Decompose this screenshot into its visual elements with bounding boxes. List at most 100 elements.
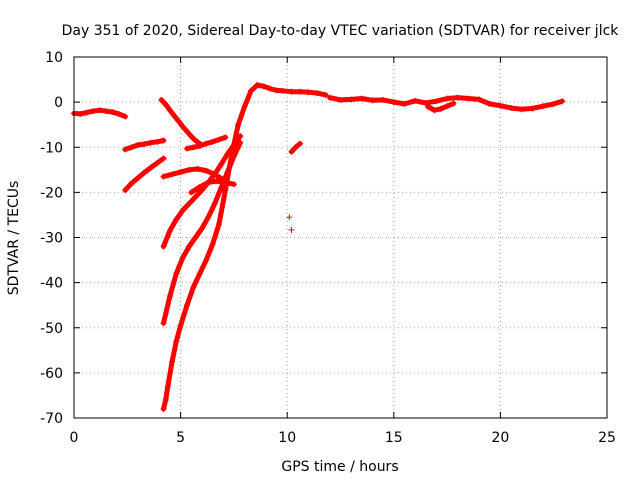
data-point xyxy=(203,167,210,174)
x-tick-label: 15 xyxy=(385,430,403,446)
y-tick-label: 10 xyxy=(45,50,63,66)
data-point xyxy=(160,155,167,162)
data-point xyxy=(183,145,190,152)
y-tick-label: -10 xyxy=(40,140,63,156)
data-point xyxy=(198,187,205,194)
data-point xyxy=(160,137,167,144)
data-point xyxy=(183,302,190,309)
data-point xyxy=(369,97,376,104)
data-point xyxy=(230,181,237,188)
data-point xyxy=(122,113,129,120)
series-arc-b xyxy=(122,137,167,153)
data-point xyxy=(183,128,190,135)
data-point xyxy=(186,243,193,250)
data-point xyxy=(288,226,295,233)
data-point xyxy=(218,184,225,191)
data-layer xyxy=(71,81,566,412)
data-point xyxy=(154,138,161,145)
data-point xyxy=(134,141,141,148)
data-point xyxy=(422,100,429,107)
data-point xyxy=(235,121,242,128)
data-point xyxy=(115,110,122,117)
tick-layer xyxy=(73,56,608,419)
data-point xyxy=(286,214,293,221)
data-point xyxy=(260,83,267,90)
data-point xyxy=(194,165,201,172)
data-point xyxy=(247,87,254,94)
data-point xyxy=(215,136,222,143)
data-point xyxy=(160,173,167,180)
data-point xyxy=(90,108,97,115)
data-point xyxy=(102,108,109,115)
data-point xyxy=(431,107,438,114)
data-point xyxy=(228,151,235,158)
data-point xyxy=(486,100,493,107)
data-point xyxy=(254,81,261,88)
grid-layer xyxy=(74,57,607,418)
data-point xyxy=(215,220,222,227)
x-axis-label: GPS time / hours xyxy=(281,459,398,475)
x-tick-label: 25 xyxy=(598,430,616,446)
data-point xyxy=(160,405,167,412)
data-point xyxy=(173,338,180,345)
data-point xyxy=(437,105,444,112)
data-point xyxy=(192,137,199,144)
data-point xyxy=(198,225,205,232)
x-tick-label: 5 xyxy=(176,430,185,446)
data-point xyxy=(213,178,220,185)
data-point xyxy=(141,141,148,148)
series-band xyxy=(158,97,203,147)
data-point xyxy=(288,88,295,95)
data-point xyxy=(380,96,387,103)
data-point xyxy=(444,103,451,110)
data-point xyxy=(173,270,180,277)
data-point xyxy=(128,144,135,151)
data-point xyxy=(192,193,199,200)
y-tick-label: 0 xyxy=(54,95,63,111)
data-point xyxy=(314,90,321,97)
data-point xyxy=(205,179,212,186)
data-point xyxy=(192,234,199,241)
tick-label-layer: 0 5 10 15 20 25 -70 -60 -50 -40 -30 -20 -10 0 10 xyxy=(40,50,616,446)
y-axis-label: SDTVAR / TECUs xyxy=(6,181,22,296)
data-point xyxy=(196,142,203,149)
data-point xyxy=(358,95,365,102)
data-point xyxy=(337,96,344,103)
series-arc-d xyxy=(158,96,203,147)
data-point xyxy=(222,134,229,141)
y-tick-label: -30 xyxy=(40,231,63,247)
data-point xyxy=(390,99,397,106)
series-arc-k xyxy=(288,140,303,155)
data-point xyxy=(188,189,195,196)
data-point xyxy=(322,91,329,98)
data-point xyxy=(518,106,525,113)
y-tick-label: -60 xyxy=(40,366,63,382)
data-point xyxy=(196,270,203,277)
y-tick-label: -40 xyxy=(40,276,63,292)
data-point xyxy=(166,107,173,114)
data-point xyxy=(401,100,408,107)
data-point xyxy=(433,98,440,105)
data-point xyxy=(296,88,303,95)
data-point xyxy=(147,139,154,146)
data-point xyxy=(147,164,154,171)
data-point xyxy=(237,139,244,146)
data-point xyxy=(559,98,566,105)
data-point xyxy=(550,100,557,107)
data-point xyxy=(476,96,483,103)
data-point xyxy=(188,133,195,140)
data-point xyxy=(122,146,129,153)
data-point xyxy=(222,187,229,194)
data-point xyxy=(134,174,141,181)
data-point xyxy=(450,100,457,107)
series-arc-j xyxy=(160,81,329,412)
data-point xyxy=(186,200,193,207)
data-point xyxy=(348,96,355,103)
data-point xyxy=(267,85,274,92)
data-point xyxy=(205,214,212,221)
data-point xyxy=(162,101,169,108)
x-tick-label: 0 xyxy=(70,430,79,446)
x-tick-label: 20 xyxy=(491,430,509,446)
